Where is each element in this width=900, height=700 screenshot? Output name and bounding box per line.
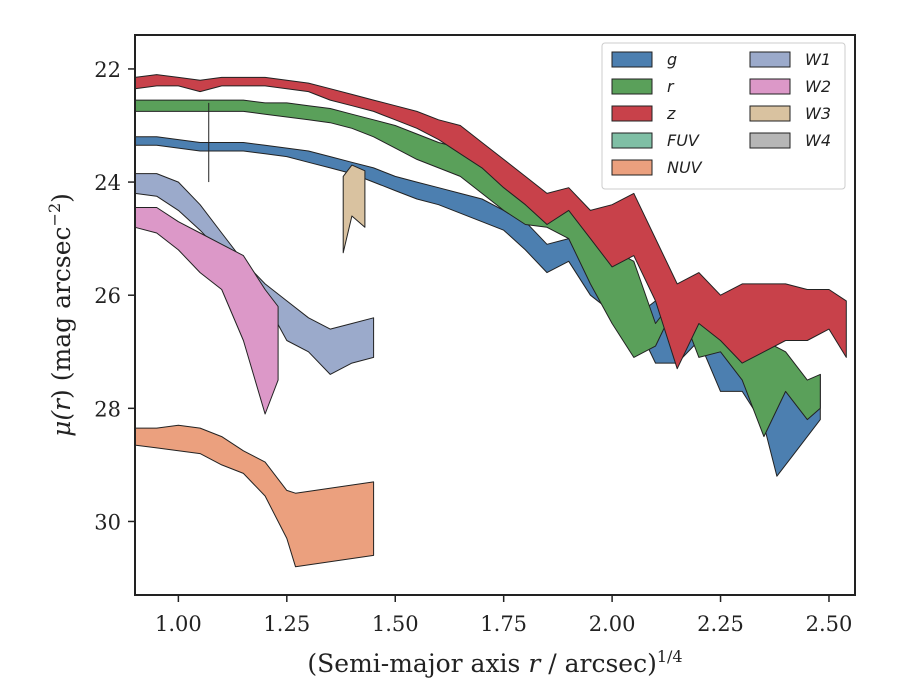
y-tick-label: 28 [94, 397, 121, 421]
x-tick-label: 2.00 [589, 612, 636, 636]
legend-label-w3: W3 [805, 104, 831, 123]
legend-swatch-w2 [749, 78, 791, 95]
x-tick-label: 1.50 [372, 612, 419, 636]
legend-swatch-w4 [749, 132, 791, 149]
y-tick-label: 24 [94, 171, 121, 195]
band-w2 [134, 207, 279, 415]
band-r [134, 99, 821, 438]
x-tick-label: 1.00 [155, 612, 202, 636]
legend-label-w1: W1 [805, 50, 831, 69]
band-nuv [134, 424, 375, 568]
x-tick-label: 1.75 [480, 612, 527, 636]
legend-label-nuv: NUV [667, 158, 703, 177]
legend-swatch-z [611, 105, 653, 122]
band-z [134, 74, 847, 370]
band-w3 [342, 164, 366, 254]
x-axis: 1.00 1.25 1.50 1.75 2.00 2.25 2.50 [155, 595, 852, 636]
legend-label-w4: W4 [805, 131, 831, 150]
y-tick-label: 26 [94, 284, 121, 308]
legend-swatch-nuv [611, 159, 653, 176]
legend-label-z: z [666, 104, 676, 123]
legend-label-fuv: FUV [667, 131, 700, 150]
y-tick-label: 22 [94, 58, 121, 82]
x-tick-label: 2.50 [806, 612, 853, 636]
y-tick-label: 30 [94, 510, 121, 534]
legend-swatch-r [611, 78, 653, 95]
legend-label-g: g [667, 50, 677, 69]
x-tick-label: 2.25 [697, 612, 744, 636]
x-axis-title: (Semi-major axis r / arcsec)1/4 [307, 647, 682, 678]
legend-swatch-g [611, 51, 653, 68]
y-axis: 22 24 26 28 30 [94, 58, 135, 534]
legend-swatch-w3 [749, 105, 791, 122]
legend-label-w2: W2 [805, 77, 831, 96]
plot-frame [134, 34, 856, 596]
y-axis-title: μ(r) (mag arcsec−2) [45, 193, 76, 437]
x-tick-label: 1.25 [263, 612, 310, 636]
legend: grz FUV NUV W1 W2 W3 W4 [601, 42, 846, 190]
series-bands [134, 74, 847, 568]
legend-swatch-w1 [749, 51, 791, 68]
legend-swatch-fuv [611, 132, 653, 149]
legend-label-r: r [667, 77, 675, 96]
